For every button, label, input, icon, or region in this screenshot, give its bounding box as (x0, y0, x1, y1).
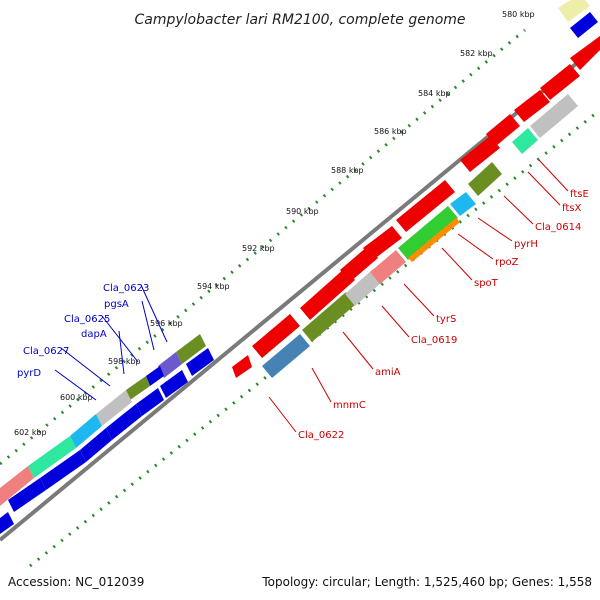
label-leader-line (118, 330, 125, 375)
gene-arrow-reverse[interactable] (570, 12, 598, 38)
label-leader-line (403, 283, 435, 317)
label-leader-line (342, 331, 374, 370)
label-leader-line (457, 233, 494, 260)
gene-arrow-reverse[interactable] (136, 388, 164, 416)
gene-label-reverse[interactable]: Cla_0627 (23, 346, 69, 357)
gene-arrow-reverse[interactable] (0, 512, 14, 534)
gene-arrow-forward[interactable] (540, 64, 580, 100)
gene-arrow-forward[interactable] (363, 226, 402, 260)
gene-block-springgreen[interactable] (512, 128, 538, 154)
tick-label: 584 kbp (418, 89, 451, 98)
gene-label-forward[interactable]: spoT (474, 278, 499, 289)
tick-label: 594 kbp (197, 282, 230, 291)
genome-stats-text: Topology: circular; Length: 1,525,460 bp… (261, 575, 592, 589)
label-leader-line (538, 159, 569, 192)
gene-block-steelblue[interactable] (262, 334, 310, 378)
gene-label-forward[interactable]: ftsX (562, 203, 581, 214)
gene-arrow-reverse[interactable] (106, 404, 142, 440)
label-leader-line (60, 347, 111, 387)
gene-block-deepskyblue[interactable] (450, 192, 476, 216)
gene-label-forward[interactable]: Cla_0622 (298, 430, 344, 441)
label-leader-line (311, 367, 332, 403)
gene-arrow-reverse[interactable] (160, 370, 188, 398)
gene-block-lightred[interactable] (370, 250, 406, 284)
tick-label: 582 kbp (460, 49, 493, 58)
gene-block-springgreen[interactable] (28, 436, 76, 478)
gene-label-forward[interactable]: amiA (375, 367, 401, 378)
gene-arrow-forward[interactable] (340, 246, 378, 282)
tick-label: 586 kbp (374, 127, 407, 136)
gene-block-silver[interactable] (96, 390, 132, 426)
tick-marks: 580 kbp 582 kbp 584 kbp 586 kbp 588 kbp 590 k… (14, 10, 535, 437)
gene-label-forward[interactable]: mnmC (333, 400, 366, 411)
gene-block-olive[interactable] (302, 292, 356, 342)
gene-label-reverse[interactable]: Cla_0623 (103, 283, 149, 294)
gene-label-forward[interactable]: Cla_0614 (535, 222, 581, 233)
gene-arrow-forward[interactable] (460, 136, 500, 172)
inner-dotted-ring (0, 28, 526, 466)
label-leader-line (503, 195, 534, 225)
gene-arrow-forward[interactable] (570, 36, 600, 70)
label-leader-line (54, 369, 97, 401)
gene-label-forward[interactable]: pyrH (514, 239, 538, 250)
outer-dotted-ring (29, 108, 600, 568)
label-leader-line (381, 305, 410, 338)
gene-block-olive[interactable] (126, 376, 150, 400)
label-leader-line (141, 300, 155, 351)
label-leader-line (140, 284, 168, 343)
gene-label-forward[interactable]: Cla_0619 (411, 335, 457, 346)
tick-label: 592 kbp (242, 244, 275, 253)
gene-label-forward[interactable]: rpoZ (495, 257, 519, 268)
gene-block-green[interactable] (398, 206, 458, 260)
gene-arrow-forward[interactable] (232, 355, 252, 378)
gene-arrow-reverse[interactable] (146, 366, 164, 386)
gene-label-reverse[interactable]: dapA (81, 329, 107, 340)
gene-block-lightred[interactable] (0, 466, 34, 506)
tick-label: 590 kbp (286, 207, 319, 216)
tick-label: 580 kbp (502, 10, 535, 19)
gene-block-palegoldenrod[interactable] (558, 0, 590, 22)
gene-label-forward[interactable]: tyrS (436, 314, 456, 325)
gene-arrow-forward[interactable] (252, 314, 300, 358)
label-leader-line (527, 171, 561, 206)
gene-block-silver[interactable] (530, 94, 578, 138)
gene-block-olive[interactable] (468, 162, 502, 196)
gene-arrow-reverse[interactable] (8, 478, 46, 512)
tick-label: 602 kbp (14, 428, 47, 437)
gene-labels: ftsE ftsX Cla_0614 pyrH rpoZ spoT tyrS Cla_0619… (17, 159, 589, 441)
gene-arrow-forward[interactable] (514, 90, 550, 122)
label-leader-line (441, 247, 473, 281)
gene-label-reverse[interactable]: pyrD (17, 368, 41, 379)
gene-arrow-reverse[interactable] (186, 348, 214, 376)
map-title: Campylobacter lari RM2100, complete geno… (134, 12, 465, 28)
gene-arrow-forward[interactable] (436, 184, 446, 200)
feature-track (0, 0, 600, 534)
tick-label: 596 kbp (150, 319, 183, 328)
gene-block-orange[interactable] (408, 218, 460, 262)
gene-arrow-forward[interactable] (486, 114, 520, 146)
tick-label: 588 kbp (331, 166, 364, 175)
gene-block-silver[interactable] (345, 270, 382, 306)
gene-arrow-reverse[interactable] (40, 450, 86, 490)
label-leader-line (477, 217, 513, 242)
label-leader-line (268, 396, 297, 433)
gene-arrow-reverse[interactable] (80, 428, 112, 462)
gene-label-forward[interactable]: ftsE (570, 189, 589, 200)
accession-text: Accession: NC_012039 (8, 575, 144, 589)
gene-label-reverse[interactable]: Cla_0625 (64, 314, 110, 325)
gene-label-reverse[interactable]: pgsA (104, 299, 129, 310)
gene-block-olive[interactable] (176, 334, 206, 364)
gene-block-slateblue[interactable] (158, 352, 182, 378)
tick-label: 598 kbp (108, 357, 141, 366)
tick-label: 600 kbp (60, 393, 93, 402)
gene-block-deepskyblue[interactable] (70, 414, 102, 448)
gene-arrow-forward[interactable] (300, 268, 355, 320)
